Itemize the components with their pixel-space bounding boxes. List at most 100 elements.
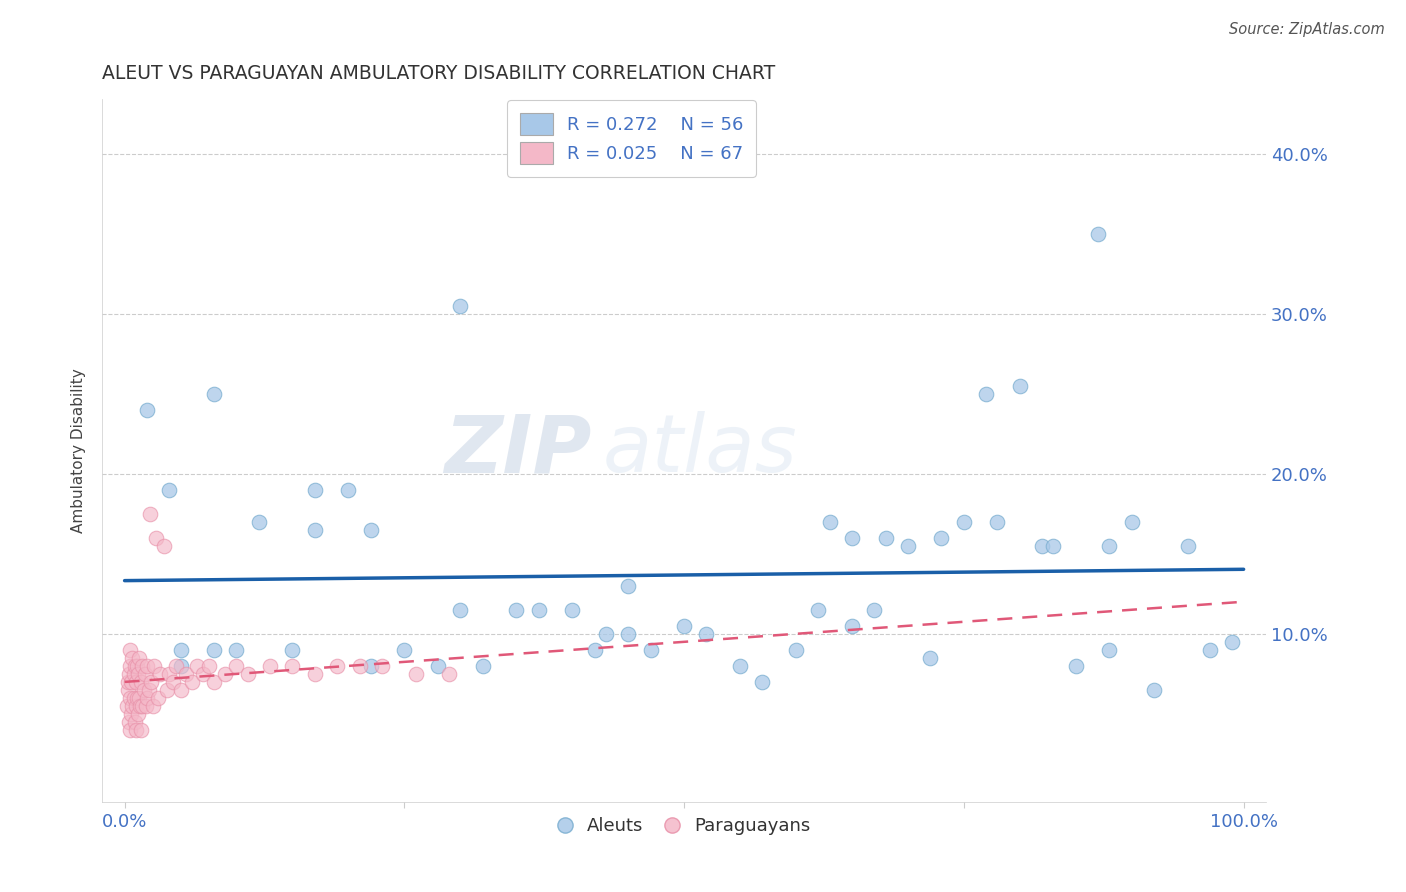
Point [236,667,259,681]
Point [120,675,142,690]
Point [807,603,830,617]
Point [974,387,997,401]
Point [120,659,142,673]
Legend: Aleuts, Paraguayans: Aleuts, Paraguayans [551,810,817,843]
Point [169,643,191,657]
Point [125,723,148,738]
Point [169,659,191,673]
Point [1064,659,1087,673]
Point [1222,635,1244,649]
Point [247,516,270,530]
Point [145,532,167,546]
Point [986,516,1008,530]
Point [186,659,208,673]
Point [841,532,863,546]
Point [139,508,162,522]
Point [120,643,142,657]
Point [124,715,146,730]
Point [449,603,471,617]
Point [120,691,142,706]
Point [157,483,180,498]
Point [117,683,139,698]
Point [1177,540,1199,554]
Point [125,659,148,673]
Point [191,667,214,681]
Point [785,643,807,657]
Point [156,683,179,698]
Point [437,667,460,681]
Point [304,667,326,681]
Point [281,659,304,673]
Point [953,516,976,530]
Point [360,659,382,673]
Point [360,524,382,538]
Point [121,651,143,665]
Point [152,540,174,554]
Point [127,707,149,722]
Y-axis label: Ambulatory Disability: Ambulatory Disability [72,368,86,533]
Point [527,603,550,617]
Point [131,699,153,714]
Point [120,707,142,722]
Point [920,651,942,665]
Point [1098,540,1121,554]
Point [471,659,494,673]
Point [863,603,886,617]
Point [281,643,304,657]
Point [136,403,159,417]
Point [122,667,145,681]
Point [337,483,360,498]
Point [131,723,153,738]
Point [202,387,225,401]
Point [141,675,163,690]
Point [120,723,142,738]
Point [121,699,143,714]
Text: ALEUT VS PARAGUAYAN AMBULATORY DISABILITY CORRELATION CHART: ALEUT VS PARAGUAYAN AMBULATORY DISABILIT… [103,64,776,83]
Point [225,643,247,657]
Text: ZIP: ZIP [444,411,591,490]
Point [131,675,153,690]
Point [304,483,326,498]
Point [931,532,953,546]
Point [127,667,149,681]
Point [180,675,202,690]
Point [1098,643,1121,657]
Point [149,667,172,681]
Point [136,691,159,706]
Point [128,651,150,665]
Point [128,691,150,706]
Point [751,675,773,690]
Point [157,667,180,681]
Point [875,532,897,546]
Point [132,683,155,698]
Point [162,675,184,690]
Point [131,659,153,673]
Point [197,659,219,673]
Point [125,691,148,706]
Point [122,691,145,706]
Point [1199,643,1222,657]
Point [617,627,640,641]
Point [138,683,160,698]
Point [505,603,527,617]
Point [818,516,841,530]
Point [118,667,141,681]
Point [259,659,281,673]
Point [125,675,148,690]
Point [595,627,617,641]
Point [426,659,449,673]
Point [640,643,662,657]
Point [561,603,583,617]
Point [115,699,138,714]
Point [673,619,696,633]
Point [202,643,225,657]
Point [1143,683,1166,698]
Point [405,667,427,681]
Point [225,659,247,673]
Text: atlas: atlas [603,411,797,490]
Point [304,524,326,538]
Point [695,627,717,641]
Point [136,659,159,673]
Text: Source: ZipAtlas.com: Source: ZipAtlas.com [1229,22,1385,37]
Point [134,667,156,681]
